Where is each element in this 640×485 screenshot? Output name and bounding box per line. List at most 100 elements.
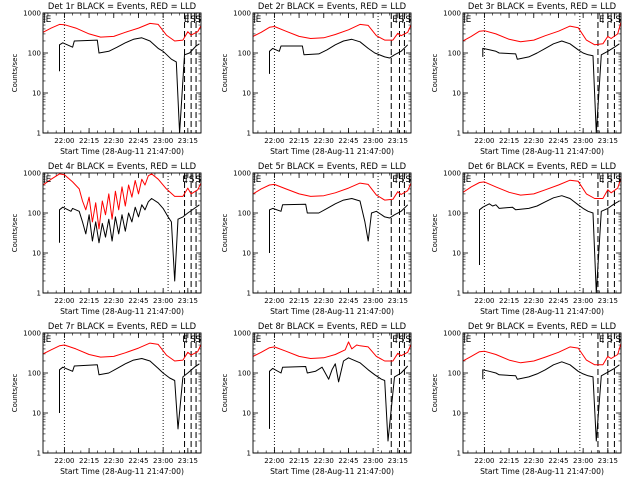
panel-2: Det 2r BLACK = Events, RED = LLD Counts/s… (221, 1, 412, 156)
y-axis-label: Counts/sec (11, 214, 19, 253)
y-axis-label: Counts/sec (221, 214, 229, 253)
x-tick-label: 22:45 (128, 297, 148, 305)
x-tick-label: 22:00 (54, 137, 74, 145)
marker-letter-s: S (405, 15, 411, 25)
x-tick-label: 23:15 (178, 457, 198, 465)
x-tick-label: 22:30 (314, 297, 334, 305)
plot-frame (462, 172, 622, 294)
x-tick-label: 22:00 (474, 137, 494, 145)
plot-frame (252, 332, 412, 454)
panel-title: Det 7r BLACK = Events, RED = LLD (48, 321, 196, 331)
panel-title: Det 5r BLACK = Events, RED = LLD (258, 161, 406, 171)
marker-letter-s: S (399, 15, 405, 25)
series-lld-line (43, 342, 201, 362)
marker-letter-e: E (182, 335, 188, 345)
x-tick-label: 23:00 (363, 137, 383, 145)
marker-letter-s: S (405, 175, 411, 185)
x-tick-label: 22:30 (524, 457, 544, 465)
plot-frame (42, 12, 202, 134)
y-tick-label: 1000 (23, 330, 41, 338)
marker-letter-e: E (256, 15, 262, 25)
y-tick-label: 1000 (443, 330, 461, 338)
panel-9: Det 9r BLACK = Events, RED = LLD Counts/s… (431, 321, 622, 476)
y-tick-label: 100 (238, 370, 251, 378)
series-lld-line (253, 23, 411, 41)
series-events-line (59, 37, 200, 133)
plot-frame (252, 12, 412, 134)
x-tick-label: 22:45 (338, 137, 358, 145)
x-tick-label: 22:15 (79, 137, 99, 145)
marker-letter-s: S (615, 175, 621, 185)
x-tick-label: 23:15 (178, 297, 198, 305)
x-tick-label: 23:00 (153, 297, 173, 305)
panel-title: Det 3r BLACK = Events, RED = LLD (468, 1, 616, 11)
y-tick-label: 100 (238, 210, 251, 218)
panel-5: Det 5r BLACK = Events, RED = LLD Counts/s… (221, 161, 412, 316)
y-tick-label: 10 (32, 250, 41, 258)
x-tick-label: 22:30 (104, 137, 124, 145)
marker-letter-s: S (607, 335, 613, 345)
marker-letter-s: S (190, 335, 196, 345)
y-axis-label: Counts/sec (431, 374, 439, 413)
marker-letter-e: E (182, 175, 188, 185)
plot-area (43, 13, 201, 133)
panel-title: Det 8r BLACK = Events, RED = LLD (258, 321, 406, 331)
y-tick-label: 100 (28, 370, 41, 378)
x-tick-label: 22:30 (314, 457, 334, 465)
x-tick-label: 22:15 (289, 297, 309, 305)
y-tick-label: 100 (238, 50, 251, 58)
marker-letter-s: S (399, 335, 405, 345)
x-axis-label: Start Time (28-Aug-11 21:47:00) (60, 467, 184, 476)
marker-letter-e: E (599, 15, 605, 25)
y-tick-label: 10 (242, 410, 251, 418)
y-tick-label: 1000 (23, 170, 41, 178)
panel-8: Det 8r BLACK = Events, RED = LLD Counts/s… (221, 321, 412, 476)
y-tick-label: 1000 (23, 10, 41, 18)
panel-title: Det 1r BLACK = Events, RED = LLD (48, 1, 196, 11)
marker-letter-s: S (405, 335, 411, 345)
series-lld-line (253, 341, 411, 362)
y-tick-label: 1 (457, 290, 461, 298)
y-tick-label: 1 (247, 450, 251, 458)
x-tick-label: 22:00 (474, 297, 494, 305)
panel-7: Det 7r BLACK = Events, RED = LLD Counts/s… (11, 321, 202, 476)
x-axis-label: Start Time (28-Aug-11 21:47:00) (270, 147, 394, 156)
series-events-line (479, 195, 620, 293)
x-tick-label: 23:00 (153, 457, 173, 465)
series-events-line (482, 361, 620, 442)
x-tick-label: 23:00 (363, 297, 383, 305)
marker-letter-e: E (466, 175, 472, 185)
series-lld-line (463, 21, 621, 46)
marker-letter-e: E (256, 335, 262, 345)
plot-area (43, 333, 201, 453)
marker-letter-s: S (607, 15, 613, 25)
marker-letter-e: E (466, 335, 472, 345)
panel-title: Det 2r BLACK = Events, RED = LLD (258, 1, 406, 11)
marker-letter-e: E (46, 335, 52, 345)
y-axis-label: Counts/sec (11, 374, 19, 413)
y-tick-label: 1 (247, 290, 251, 298)
x-tick-label: 22:45 (128, 137, 148, 145)
series-lld-line (463, 343, 621, 366)
y-tick-label: 10 (452, 410, 461, 418)
y-tick-label: 10 (32, 90, 41, 98)
plot-frame (42, 332, 202, 454)
x-tick-label: 23:00 (573, 297, 593, 305)
panel-title: Det 6r BLACK = Events, RED = LLD (468, 161, 616, 171)
y-axis-label: Counts/sec (431, 54, 439, 93)
marker-letter-s: S (195, 15, 201, 25)
panel-title: Det 9r BLACK = Events, RED = LLD (468, 321, 616, 331)
marker-letter-s: S (190, 15, 196, 25)
series-lld-line (43, 173, 201, 230)
x-tick-label: 22:00 (474, 457, 494, 465)
panel-1: Det 1r BLACK = Events, RED = LLD Counts/s… (11, 1, 202, 156)
marker-letter-e: E (184, 15, 190, 25)
x-tick-label: 22:15 (79, 297, 99, 305)
x-tick-label: 22:30 (524, 137, 544, 145)
x-tick-label: 22:15 (499, 457, 519, 465)
x-tick-label: 23:15 (598, 137, 618, 145)
x-axis-label: Start Time (28-Aug-11 21:47:00) (270, 307, 394, 316)
y-tick-label: 10 (452, 90, 461, 98)
x-tick-label: 22:30 (524, 297, 544, 305)
plot-area (253, 333, 411, 453)
